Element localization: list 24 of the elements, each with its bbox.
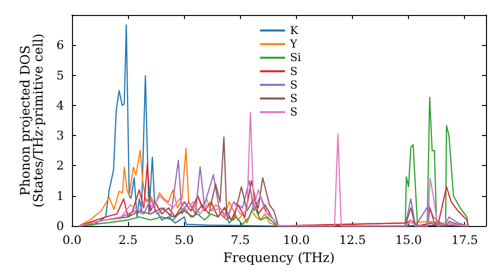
legend-label: Si (290, 51, 302, 64)
legend-label: S (290, 78, 298, 92)
y-tick-label: 1 (56, 188, 64, 203)
legend-label: Y (289, 38, 298, 51)
x-tick-label: 7.5 (230, 233, 250, 247)
y-tick-label: 0 (56, 219, 64, 233)
legend-label: K (290, 24, 299, 37)
x-axis-title: Frequency (THz) (223, 251, 335, 266)
x-tick-label: 15.0 (395, 233, 422, 247)
y-tick-label: 4 (56, 98, 64, 112)
x-tick-label: 17.5 (451, 233, 478, 247)
legend-label: S (290, 92, 298, 105)
legend-label: S (290, 106, 298, 119)
legend-label: S (290, 64, 298, 78)
x-tick-label: 2.5 (118, 233, 138, 247)
y-tick-label: 5 (56, 68, 64, 82)
x-tick-label: 0.0 (62, 233, 82, 247)
x-tick-label: 10.0 (283, 233, 310, 247)
y-tick-label: 3 (56, 128, 64, 143)
x-tick-label: 5.0 (174, 233, 194, 247)
x-tick-label: 12.5 (339, 233, 366, 247)
y-axis-title: Phonon projected DOS (States/THz·primitive cell) (18, 33, 46, 208)
y-tick-label: 2 (56, 158, 64, 173)
y-tick-label: 6 (56, 38, 64, 52)
